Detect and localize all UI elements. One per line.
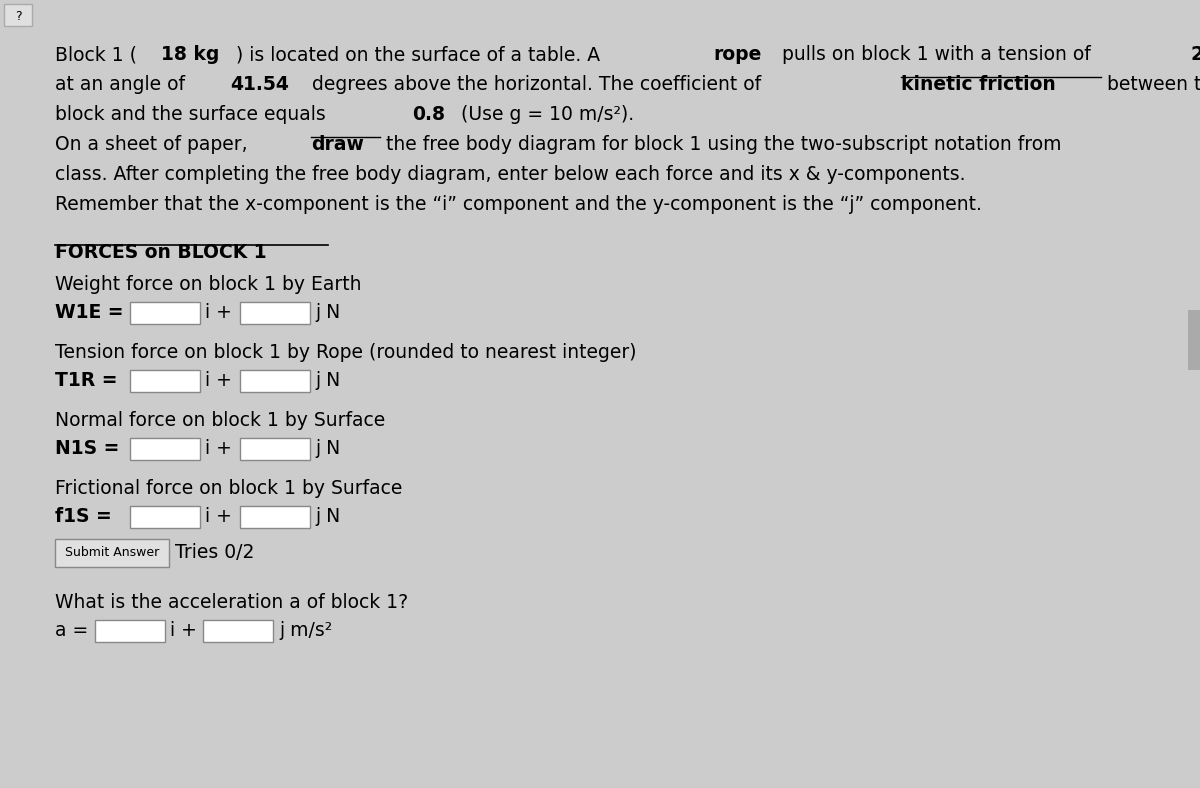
Text: Block 1 (: Block 1 ( xyxy=(55,45,137,64)
Text: Remember that the x-component is the “i” component and the y-component is the “j: Remember that the x-component is the “i”… xyxy=(55,195,982,214)
FancyBboxPatch shape xyxy=(240,302,310,324)
FancyBboxPatch shape xyxy=(130,438,200,460)
FancyBboxPatch shape xyxy=(95,620,166,642)
Text: 18 kg: 18 kg xyxy=(161,45,220,64)
Text: 41.54: 41.54 xyxy=(230,75,289,94)
Text: W1E =: W1E = xyxy=(55,303,124,322)
Text: j N: j N xyxy=(314,371,341,390)
Text: f1S =: f1S = xyxy=(55,507,112,526)
Text: ?: ? xyxy=(14,9,22,23)
Text: draw: draw xyxy=(311,135,364,154)
Text: i +: i + xyxy=(205,507,232,526)
Text: Submit Answer: Submit Answer xyxy=(65,547,160,559)
Text: 211.1: 211.1 xyxy=(1190,45,1200,64)
Text: N1S =: N1S = xyxy=(55,439,119,458)
Text: Tries 0/2: Tries 0/2 xyxy=(175,544,254,563)
Text: the free body diagram for block 1 using the two-subscript notation from: the free body diagram for block 1 using … xyxy=(379,135,1061,154)
FancyBboxPatch shape xyxy=(1188,310,1200,370)
FancyBboxPatch shape xyxy=(130,302,200,324)
Text: 0.8: 0.8 xyxy=(412,105,445,124)
Text: i +: i + xyxy=(170,621,197,640)
FancyBboxPatch shape xyxy=(130,370,200,392)
FancyBboxPatch shape xyxy=(55,539,169,567)
Text: Frictional force on block 1 by Surface: Frictional force on block 1 by Surface xyxy=(55,479,402,498)
Text: j N: j N xyxy=(314,303,341,322)
FancyBboxPatch shape xyxy=(240,370,310,392)
Text: at an angle of: at an angle of xyxy=(55,75,191,94)
Text: i +: i + xyxy=(205,303,232,322)
Text: pulls on block 1 with a tension of: pulls on block 1 with a tension of xyxy=(776,45,1097,64)
Text: What is the acceleration a of block 1?: What is the acceleration a of block 1? xyxy=(55,593,408,612)
Text: rope: rope xyxy=(714,45,762,64)
Text: i +: i + xyxy=(205,371,232,390)
Text: Tension force on block 1 by Rope (rounded to nearest integer): Tension force on block 1 by Rope (rounde… xyxy=(55,343,636,362)
Text: degrees above the horizontal. The coefficient of: degrees above the horizontal. The coeffi… xyxy=(306,75,768,94)
Text: class. After completing the free body diagram, enter below each force and its x : class. After completing the free body di… xyxy=(55,165,966,184)
Text: j N: j N xyxy=(314,507,341,526)
Text: On a sheet of paper,: On a sheet of paper, xyxy=(55,135,253,154)
Text: Normal force on block 1 by Surface: Normal force on block 1 by Surface xyxy=(55,411,385,430)
Text: j N: j N xyxy=(314,439,341,458)
Text: block and the surface equals: block and the surface equals xyxy=(55,105,331,124)
FancyBboxPatch shape xyxy=(240,506,310,528)
Text: kinetic friction: kinetic friction xyxy=(901,75,1056,94)
Text: i +: i + xyxy=(205,439,232,458)
Text: (Use g = 10 m/s²).: (Use g = 10 m/s²). xyxy=(455,105,634,124)
Text: a =: a = xyxy=(55,621,89,640)
Text: FORCES on BLOCK 1: FORCES on BLOCK 1 xyxy=(55,243,266,262)
Text: Weight force on block 1 by Earth: Weight force on block 1 by Earth xyxy=(55,275,361,294)
FancyBboxPatch shape xyxy=(130,506,200,528)
Text: between the: between the xyxy=(1102,75,1200,94)
Text: ) is located on the surface of a table. A: ) is located on the surface of a table. … xyxy=(236,45,606,64)
FancyBboxPatch shape xyxy=(240,438,310,460)
FancyBboxPatch shape xyxy=(4,4,32,26)
Text: j m/s²: j m/s² xyxy=(278,621,332,640)
Text: T1R =: T1R = xyxy=(55,371,118,390)
FancyBboxPatch shape xyxy=(203,620,274,642)
